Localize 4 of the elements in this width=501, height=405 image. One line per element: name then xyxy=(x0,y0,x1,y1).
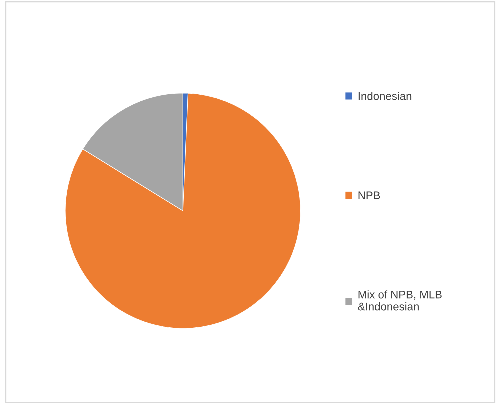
legend-label: Indonesian xyxy=(358,92,412,100)
legend-label: NPB xyxy=(358,192,380,200)
legend-label: Mix of NPB, MLB &Indonesian xyxy=(358,290,442,311)
pie-slice xyxy=(65,93,302,329)
